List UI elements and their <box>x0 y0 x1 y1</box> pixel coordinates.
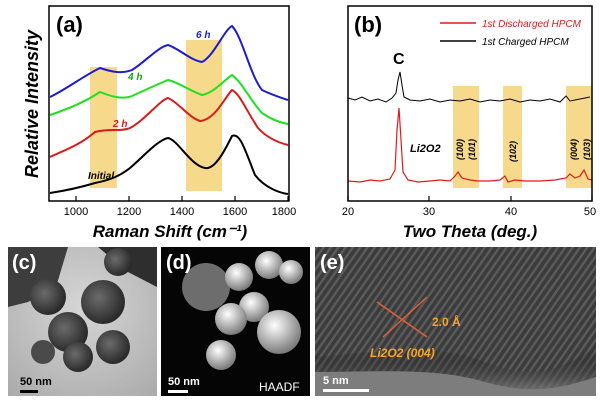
label-initial: Initial <box>88 171 114 182</box>
xrd-chart: 20 30 40 50 Two Theta (deg.) (b) 1st Dis… <box>342 5 596 241</box>
haadf-mode-label: HAADF <box>259 380 300 394</box>
curve-discharged <box>347 107 593 183</box>
hkl-004: (004) <box>569 139 579 160</box>
raman-xtick-1000: 1000 <box>64 206 88 218</box>
highlight-band-1 <box>90 67 117 188</box>
hkl-103: (103) <box>582 139 592 160</box>
scale-text-c: 50 nm <box>20 376 52 388</box>
scale-text-e: 5 nm <box>323 375 349 387</box>
xrd-xtick-20: 20 <box>342 206 354 218</box>
raman-axes-frame <box>48 5 290 202</box>
scalebar-e <box>323 389 369 392</box>
legend-discharged: 1st Discharged HPCM <box>482 19 582 30</box>
xrd-xtick-50: 50 <box>584 206 596 218</box>
li2o2-label: Li2O2 <box>410 143 441 155</box>
xrd-x-ticks <box>347 196 593 201</box>
raman-xtick-1800: 1800 <box>272 206 296 218</box>
tem-image-c: (c) 50 nm <box>8 247 157 396</box>
raman-chart: 1000 1200 1400 1600 1800 Raman Shift (cm… <box>22 5 296 241</box>
raman-y-axis-label: Relative Intensity <box>22 29 42 178</box>
dspacing-label: 2.0 Å <box>432 314 461 329</box>
xrd-xtick-30: 30 <box>423 206 435 218</box>
curve-charged <box>347 71 591 103</box>
hkl-102: (102) <box>508 141 518 162</box>
lattice-mark-2 <box>382 296 428 338</box>
xrd-band-2 <box>503 86 522 188</box>
curve-initial <box>49 134 289 195</box>
peak-c-label: C <box>393 51 405 68</box>
label-2h: 2 h <box>112 119 127 130</box>
label-4h: 4 h <box>127 72 142 83</box>
hkl-100: (100) <box>455 139 465 160</box>
raman-xtick-1600: 1600 <box>223 206 247 218</box>
panel-e-label: (e) <box>320 252 344 274</box>
hrtem-image-e: (e) 2.0 Å Li2O2 (004) 5 nm <box>315 247 596 396</box>
haadf-image-d: (d) 50 nm HAADF <box>161 247 310 396</box>
raman-x-axis-label: Raman Shift (cm⁻¹) <box>93 222 248 241</box>
label-6h: 6 h <box>196 30 210 41</box>
legend-charged: 1st Charged HPCM <box>482 37 569 48</box>
xrd-band-1 <box>453 86 479 188</box>
scale-text-d: 50 nm <box>168 376 200 388</box>
raman-xtick-1400: 1400 <box>170 206 194 218</box>
panel-c-label: (c) <box>12 252 36 274</box>
raman-x-ticks <box>75 196 289 201</box>
hkl-101: (101) <box>467 139 477 160</box>
plane-label: Li2O2 (004) <box>370 346 435 360</box>
xrd-axes-frame <box>347 5 593 202</box>
xrd-x-axis-label: Two Theta (deg.) <box>403 222 538 241</box>
raman-xtick-1200: 1200 <box>117 206 141 218</box>
scalebar-c <box>20 390 38 393</box>
panel-b-label: (b) <box>354 12 382 37</box>
panel-a-label: (a) <box>56 12 83 37</box>
curve-2h <box>49 88 289 158</box>
panel-d-label: (d) <box>166 252 192 274</box>
curve-4h <box>49 73 289 125</box>
curve-6h <box>49 24 289 101</box>
xrd-band-3 <box>566 86 592 188</box>
scalebar-d <box>168 390 188 393</box>
xrd-xtick-40: 40 <box>505 206 517 218</box>
